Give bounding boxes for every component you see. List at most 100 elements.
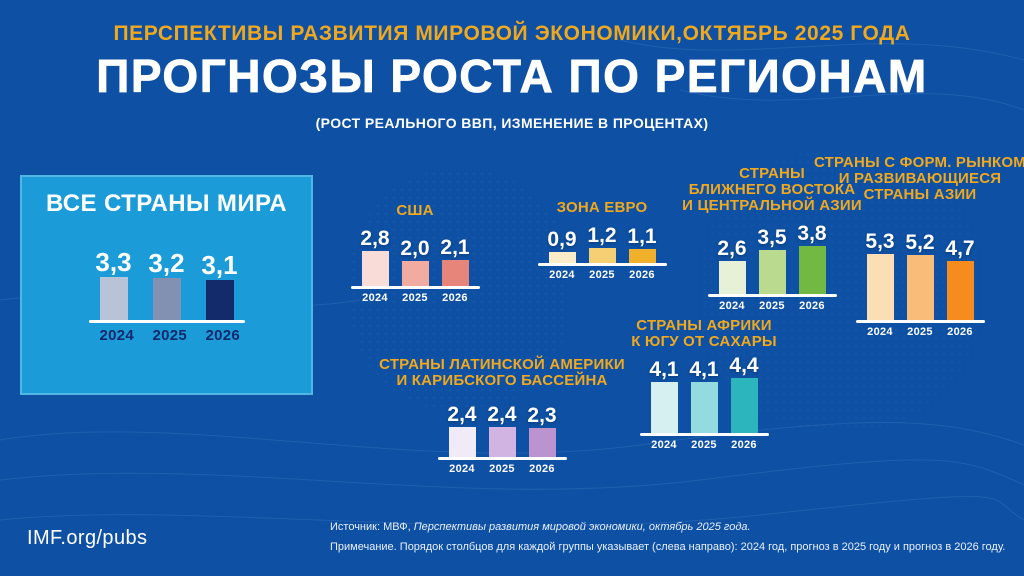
- emerging-asia-year-label-2025: 2025: [907, 326, 933, 338]
- note-line: Примечание. Порядок столбцов для каждой …: [330, 541, 1006, 553]
- euro-area-value-label-2024: 0,9: [547, 228, 577, 251]
- middle-east-central-asia-value-label-2024: 2,6: [717, 237, 747, 260]
- latin-america-caribbean-bar-column-2024: 2,4: [447, 403, 477, 457]
- sub-saharan-africa-bars: 4,1 4,1 4,4: [649, 354, 759, 433]
- latin-america-caribbean-bar-column-2026: 2,3: [527, 404, 557, 457]
- emerging-asia-bar-2024: [866, 254, 894, 320]
- world-bar-2024: [99, 277, 128, 320]
- emerging-asia-bars: 5,3 5,2 4,7: [865, 230, 975, 320]
- sub-saharan-africa-bar-2025: [690, 382, 718, 433]
- chart-title-emerging-asia: СТРАНЫ С ФОРМ. РЫНКОМ И РАЗВИВАЮЩИЕСЯ СТ…: [814, 154, 1024, 203]
- latin-america-caribbean-year-labels: 2024 2025 2026: [449, 463, 556, 475]
- emerging-asia-bar-2026: [946, 261, 974, 320]
- emerging-asia-year-labels: 2024 2025 2026: [867, 326, 974, 338]
- latin-america-caribbean-axis-baseline: [437, 457, 567, 460]
- chart-title-euro-area: ЗОНА ЕВРО: [556, 199, 648, 216]
- emerging-asia-bar-2025: [906, 255, 934, 320]
- sub-saharan-africa-value-label-2024: 4,1: [649, 358, 679, 381]
- usa-year-label-2026: 2026: [442, 292, 468, 304]
- world-chart-card: ВСЕ СТРАНЫ МИРА 3,3 3,2 3,1 2024 2025 2026: [20, 175, 313, 395]
- usa-bar-column-2025: 2,0: [400, 237, 430, 286]
- imf-pubs-link[interactable]: IMF.org/pubs: [27, 527, 148, 549]
- latin-america-caribbean-bars: 2,4 2,4 2,3: [447, 403, 557, 457]
- middle-east-central-asia-year-label-2025: 2025: [759, 300, 785, 312]
- chart-group-sub-saharan-africa: СТРАНЫ АФРИКИ К ЮГУ ОТ САХАРЫ 4,1 4,1 4,4 2…: [614, 317, 794, 452]
- emerging-asia-value-label-2026: 4,7: [945, 237, 975, 260]
- euro-area-value-label-2025: 1,2: [587, 224, 617, 247]
- world-bar-column-2026: 3,1: [201, 250, 238, 320]
- latin-america-caribbean-year-label-2024: 2024: [449, 463, 475, 475]
- latin-america-caribbean-year-label-2025: 2025: [489, 463, 515, 475]
- world-year-label-2026: 2026: [205, 327, 241, 344]
- euro-area-bar-column-2024: 0,9: [547, 228, 577, 263]
- world-year-label-2024: 2024: [99, 327, 135, 344]
- euro-area-bar-2026: [628, 249, 656, 263]
- euro-area-bar-2024: [548, 252, 576, 263]
- latin-america-caribbean-bar-column-2025: 2,4: [487, 403, 517, 457]
- euro-area-bar-column-2025: 1,2: [587, 224, 617, 263]
- chart-title-sub-saharan-africa: СТРАНЫ АФРИКИ К ЮГУ ОТ САХАРЫ: [631, 317, 777, 350]
- sub-saharan-africa-year-labels: 2024 2025 2026: [651, 439, 758, 451]
- world-bars: 3,3 3,2 3,1: [95, 247, 238, 320]
- world-year-labels: 2024 2025 2026: [99, 327, 241, 344]
- sub-saharan-africa-value-label-2025: 4,1: [689, 358, 719, 381]
- usa-bar-2026: [441, 260, 469, 286]
- middle-east-central-asia-bar-2024: [718, 261, 746, 294]
- chart-group-middle-east-central-asia: СТРАНЫ БЛИЖНЕГО ВОСТОКА И ЦЕНТРАЛЬНОЙ АЗ…: [682, 165, 862, 313]
- euro-area-bar-column-2026: 1,1: [627, 225, 657, 263]
- usa-year-label-2025: 2025: [402, 292, 428, 304]
- world-bar-chart: 3,3 3,2 3,1 2024 2025 2026: [88, 247, 245, 344]
- middle-east-central-asia-bar-chart: 2,6 3,5 3,8 2024 2025 2026: [707, 222, 837, 312]
- sub-saharan-africa-bar-chart: 4,1 4,1 4,4 2024 2025 2026: [639, 354, 769, 451]
- euro-area-year-labels: 2024 2025 2026: [549, 269, 656, 281]
- chart-title-middle-east-central-asia: СТРАНЫ БЛИЖНЕГО ВОСТОКА И ЦЕНТРАЛЬНОЙ АЗ…: [682, 165, 862, 214]
- world-bar-2025: [152, 278, 181, 320]
- world-value-label-2025: 3,2: [148, 248, 185, 278]
- world-value-label-2024: 3,3: [95, 247, 132, 277]
- usa-bar-column-2024: 2,8: [360, 227, 390, 286]
- usa-bar-2024: [361, 251, 389, 286]
- emerging-asia-axis-baseline: [855, 320, 985, 323]
- sub-saharan-africa-bar-2024: [650, 382, 678, 433]
- euro-area-bar-chart: 0,9 1,2 1,1 2024 2025 2026: [537, 224, 667, 281]
- world-year-label-2025: 2025: [152, 327, 188, 344]
- usa-bars: 2,8 2,0 2,1: [360, 227, 470, 286]
- latin-america-caribbean-bar-2026: [528, 428, 556, 457]
- latin-america-caribbean-year-label-2026: 2026: [529, 463, 555, 475]
- source-note-block: Источник: МВФ, Перспективы развития миро…: [330, 521, 1020, 554]
- world-bar-column-2024: 3,3: [95, 247, 132, 320]
- emerging-asia-bar-column-2026: 4,7: [945, 237, 975, 320]
- sub-saharan-africa-year-label-2024: 2024: [651, 439, 677, 451]
- latin-america-caribbean-bar-chart: 2,4 2,4 2,3 2024 2025 2026: [437, 403, 567, 475]
- euro-area-value-label-2026: 1,1: [627, 225, 657, 248]
- euro-area-axis-baseline: [537, 263, 667, 266]
- sub-saharan-africa-value-label-2026: 4,4: [729, 354, 759, 377]
- chart-group-latin-america-caribbean: СТРАНЫ ЛАТИНСКОЙ АМЕРИКИ И КАРИБСКОГО БА…: [372, 356, 632, 476]
- source-prefix: Источник: МВФ,: [330, 521, 414, 533]
- chart-title-latin-america-caribbean: СТРАНЫ ЛАТИНСКОЙ АМЕРИКИ И КАРИБСКОГО БА…: [379, 356, 625, 389]
- emerging-asia-value-label-2025: 5,2: [905, 231, 935, 254]
- sub-saharan-africa-bar-column-2026: 4,4: [729, 354, 759, 433]
- latin-america-caribbean-bar-2025: [488, 427, 516, 457]
- latin-america-caribbean-bar-2024: [448, 427, 476, 457]
- emerging-asia-year-label-2024: 2024: [867, 326, 893, 338]
- latin-america-caribbean-value-label-2026: 2,3: [527, 404, 557, 427]
- world-chart-title: ВСЕ СТРАНЫ МИРА: [45, 190, 288, 217]
- usa-year-label-2024: 2024: [362, 292, 388, 304]
- source-publication: Перспективы развития мировой экономики, …: [413, 521, 751, 533]
- sub-saharan-africa-bar-column-2024: 4,1: [649, 358, 679, 433]
- usa-value-label-2025: 2,0: [400, 237, 430, 260]
- emerging-asia-year-label-2026: 2026: [947, 326, 973, 338]
- world-bar-column-2025: 3,2: [148, 248, 185, 320]
- source-line: Источник: МВФ, Перспективы развития миро…: [330, 521, 1020, 534]
- middle-east-central-asia-year-label-2024: 2024: [719, 300, 745, 312]
- euro-area-bars: 0,9 1,2 1,1: [547, 224, 657, 263]
- usa-value-label-2024: 2,8: [360, 227, 390, 250]
- usa-bar-chart: 2,8 2,0 2,1 2024 2025 2026: [350, 227, 480, 304]
- emerging-asia-bar-column-2024: 5,3: [865, 230, 895, 320]
- chart-group-emerging-asia: СТРАНЫ С ФОРМ. РЫНКОМ И РАЗВИВАЮЩИЕСЯ СТ…: [810, 154, 1024, 339]
- latin-america-caribbean-value-label-2025: 2,4: [487, 403, 517, 426]
- chart-group-euro-area: ЗОНА ЕВРО 0,9 1,2 1,1 2024 2025 2026: [527, 200, 677, 281]
- middle-east-central-asia-year-labels: 2024 2025 2026: [719, 300, 826, 312]
- sub-saharan-africa-axis-baseline: [639, 433, 769, 436]
